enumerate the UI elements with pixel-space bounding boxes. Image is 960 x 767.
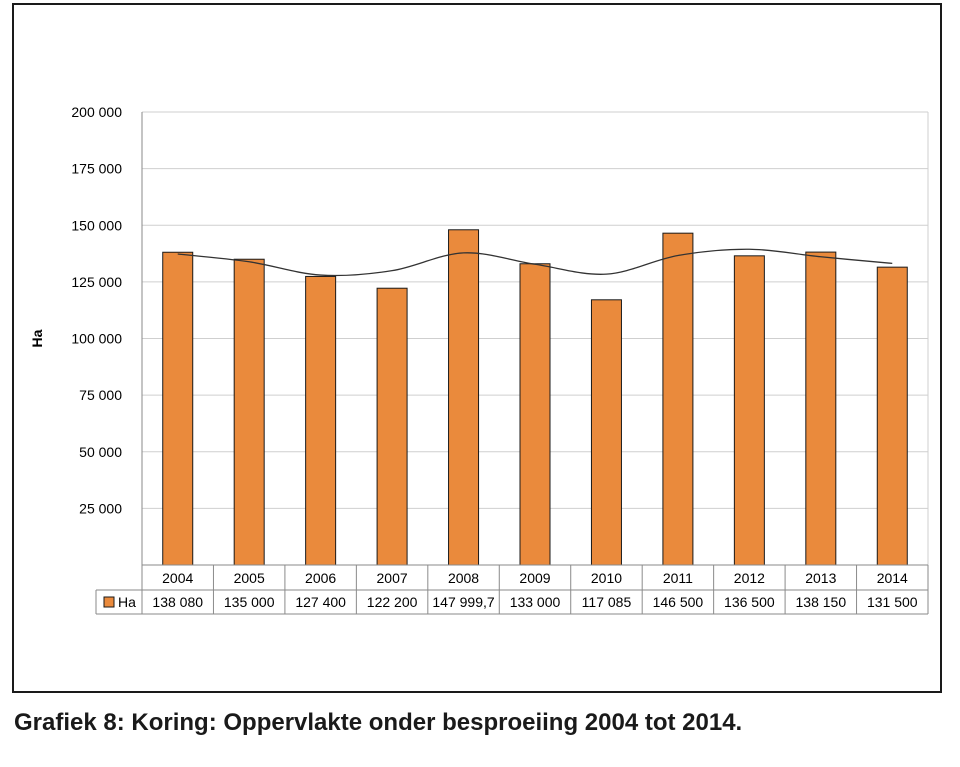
data-label: 131 500 [867, 594, 918, 610]
x-tick-label: 2005 [234, 570, 265, 586]
data-label: 147 999,7 [432, 594, 494, 610]
data-label: 136 500 [724, 594, 775, 610]
data-label: 138 150 [796, 594, 847, 610]
y-axis-label: Ha [29, 329, 45, 347]
bar [233, 258, 265, 566]
bar [876, 266, 908, 566]
bar [519, 263, 551, 566]
data-label: 138 080 [152, 594, 203, 610]
legend-swatch [103, 596, 115, 608]
x-tick-label: 2006 [305, 570, 336, 586]
legend-label: Ha [118, 594, 136, 610]
x-tick-label: 2014 [877, 570, 908, 586]
y-tick-label: 25 000 [79, 500, 122, 516]
y-tick-label: 200 000 [71, 104, 122, 120]
x-tick-label: 2007 [377, 570, 408, 586]
y-tick-label: 100 000 [71, 331, 122, 347]
bar [305, 275, 337, 566]
x-tick-label: 2010 [591, 570, 622, 586]
y-tick-label: 50 000 [79, 444, 122, 460]
trendline [177, 248, 893, 277]
bar [448, 229, 480, 566]
x-tick-label: 2012 [734, 570, 765, 586]
chart-caption: Grafiek 8: Koring: Oppervlakte onder bes… [14, 709, 743, 736]
data-label: 135 000 [224, 594, 275, 610]
y-tick-label: 150 000 [71, 217, 122, 233]
data-label: 146 500 [653, 594, 704, 610]
x-tick-label: 2009 [519, 570, 550, 586]
bar [162, 251, 194, 566]
bar [590, 299, 622, 566]
bar [662, 232, 694, 566]
y-tick-label: 175 000 [71, 161, 122, 177]
data-label: 117 085 [582, 594, 632, 610]
data-label: 122 200 [367, 594, 418, 610]
data-label: 133 000 [510, 594, 561, 610]
x-tick-label: 2013 [805, 570, 836, 586]
bar [805, 251, 837, 566]
data-label: 127 400 [295, 594, 346, 610]
x-tick-label: 2004 [162, 570, 193, 586]
x-tick-label: 2008 [448, 570, 479, 586]
y-tick-label: 75 000 [79, 387, 122, 403]
y-tick-label: 125 000 [71, 274, 122, 290]
bar [733, 255, 765, 566]
x-tick-label: 2011 [663, 570, 693, 586]
bar [376, 287, 408, 566]
